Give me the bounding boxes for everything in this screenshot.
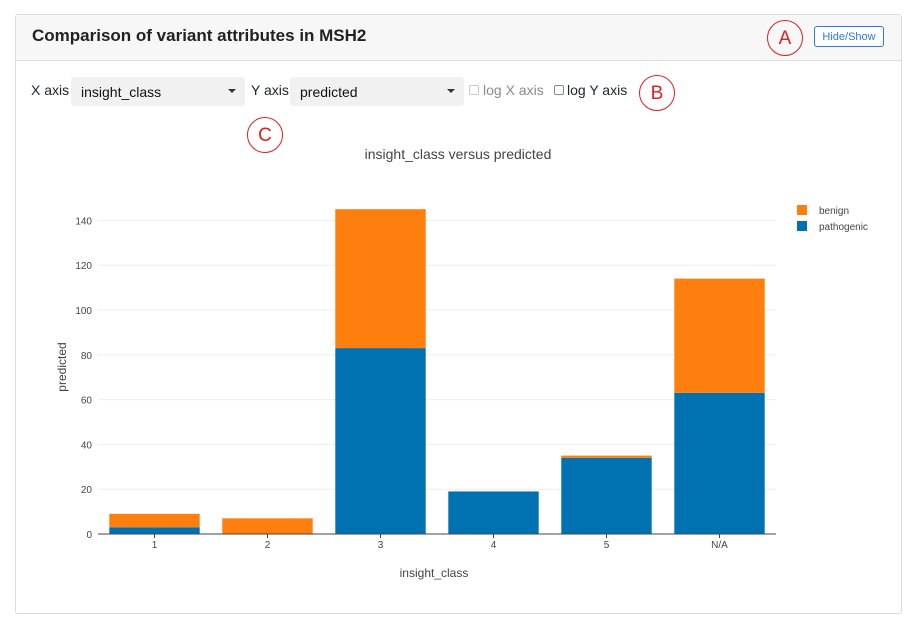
axis-layer: 0 20 40 60 80 100 120 140 1 2 3 4 5 N/A [75, 216, 776, 551]
bar-benign-5[interactable] [561, 455, 652, 458]
bar-pathogenic-5[interactable] [561, 457, 652, 534]
bar-pathogenic-4[interactable] [448, 491, 539, 534]
x-tick-label: 4 [491, 540, 497, 551]
annotation-a-marker: A [767, 20, 803, 56]
bar-benign-N/A[interactable] [674, 278, 765, 393]
legend-label-benign[interactable]: benign [819, 206, 849, 217]
x-tick-label: 2 [265, 540, 271, 551]
y-tick-label: 60 [81, 396, 93, 407]
y-axis-selector-label: Y axis [251, 82, 289, 98]
x-tick-label: N/A [711, 540, 728, 551]
x-axis-select[interactable]: insight_class [71, 77, 245, 106]
bar-benign-1[interactable] [109, 513, 200, 528]
panel-header: Comparison of variant attributes in MSH2… [16, 15, 901, 61]
y-tick-label: 40 [81, 440, 93, 451]
chevron-down-icon [228, 89, 236, 93]
y-tick-label: 100 [75, 306, 92, 317]
legend-swatch-benign[interactable] [797, 205, 807, 215]
hide-show-button[interactable]: Hide/Show [814, 26, 884, 47]
legend-label-pathogenic[interactable]: pathogenic [819, 222, 868, 233]
log-x-axis-checkbox[interactable] [469, 85, 479, 95]
x-tick-label: 5 [604, 540, 610, 551]
y-axis-select[interactable]: predicted [290, 77, 464, 106]
y-tick-label: 120 [75, 261, 92, 272]
annotation-b-marker: B [639, 75, 675, 111]
y-tick-label: 140 [75, 216, 92, 227]
y-tick-label: 0 [86, 530, 92, 541]
log-y-axis-checkbox[interactable] [554, 85, 564, 95]
bar-pathogenic-3[interactable] [335, 348, 426, 534]
bar-pathogenic-N/A[interactable] [674, 392, 765, 534]
x-tick-label: 1 [152, 540, 158, 551]
bar-layer [109, 209, 765, 534]
y-tick-label: 20 [81, 485, 93, 496]
log-x-axis-label: log X axis [483, 82, 544, 98]
chart-legend: benign pathogenic [797, 205, 868, 233]
y-tick-label: 80 [81, 351, 93, 362]
x-axis-select-value: insight_class [81, 84, 162, 100]
x-tick-label: 3 [378, 540, 384, 551]
bar-benign-3[interactable] [335, 209, 426, 349]
chart-title: insight_class versus predicted [365, 146, 552, 162]
y-axis-title: predicted [55, 342, 69, 391]
log-y-axis-label: log Y axis [567, 82, 628, 98]
annotation-c-marker: C [247, 117, 283, 153]
x-axis-selector-label: X axis [31, 82, 70, 98]
bar-benign-2[interactable] [222, 518, 313, 534]
grid-layer [98, 219, 776, 490]
legend-swatch-pathogenic[interactable] [797, 221, 807, 231]
panel-title: Comparison of variant attributes in MSH2 [32, 26, 367, 45]
chevron-down-icon [447, 89, 455, 93]
x-axis-title: insight_class [400, 566, 469, 580]
y-axis-select-value: predicted [300, 84, 358, 100]
bar-pathogenic-1[interactable] [109, 527, 200, 534]
